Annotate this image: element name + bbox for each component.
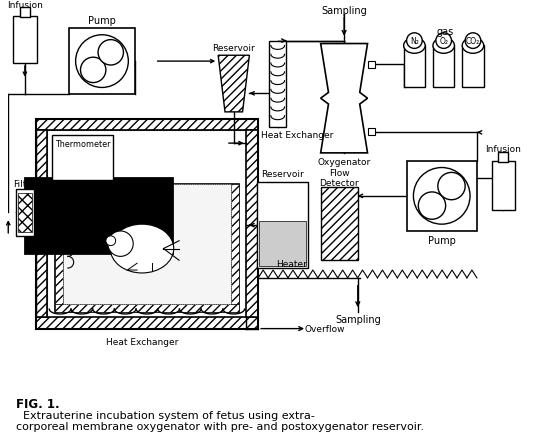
Text: N₂: N₂ bbox=[410, 37, 419, 46]
Bar bbox=[246, 131, 258, 317]
Text: Oxygenator: Oxygenator bbox=[317, 158, 371, 167]
Text: Filter: Filter bbox=[13, 179, 36, 188]
Circle shape bbox=[465, 34, 481, 49]
Circle shape bbox=[438, 173, 465, 200]
Text: Heater: Heater bbox=[276, 259, 307, 268]
Ellipse shape bbox=[433, 39, 454, 54]
Bar bbox=[52, 136, 113, 181]
Circle shape bbox=[436, 34, 452, 49]
Bar bbox=[47, 131, 246, 317]
Text: Reservoir: Reservoir bbox=[261, 170, 304, 178]
Bar bbox=[231, 185, 239, 304]
Bar bbox=[269, 42, 287, 127]
Bar bbox=[492, 161, 515, 210]
Text: Thermometer: Thermometer bbox=[54, 139, 110, 148]
Bar bbox=[16, 190, 34, 237]
Circle shape bbox=[106, 237, 116, 246]
Polygon shape bbox=[321, 44, 367, 154]
Text: Extrauterine incubation system of fetus using extra-
corporeal membrane oxygenat: Extrauterine incubation system of fetus … bbox=[16, 410, 424, 431]
Bar bbox=[259, 222, 306, 266]
Text: gas: gas bbox=[436, 27, 453, 37]
Bar bbox=[63, 185, 231, 304]
Bar bbox=[47, 131, 246, 317]
Bar bbox=[55, 304, 239, 312]
Circle shape bbox=[80, 58, 106, 83]
Bar bbox=[36, 120, 258, 131]
Bar bbox=[13, 17, 36, 64]
Bar bbox=[63, 185, 231, 304]
Text: CO₂: CO₂ bbox=[466, 37, 480, 46]
Text: Flow
Detector: Flow Detector bbox=[320, 168, 359, 187]
Text: Heat Exchanger: Heat Exchanger bbox=[261, 131, 333, 140]
Text: O₂: O₂ bbox=[439, 37, 448, 46]
Bar bbox=[367, 129, 375, 136]
Circle shape bbox=[414, 168, 470, 225]
Bar bbox=[69, 29, 135, 95]
Bar bbox=[55, 185, 239, 312]
Bar bbox=[36, 131, 47, 317]
Bar bbox=[20, 8, 30, 18]
Ellipse shape bbox=[110, 225, 174, 273]
Circle shape bbox=[108, 231, 133, 257]
Bar bbox=[498, 152, 508, 162]
Ellipse shape bbox=[462, 39, 483, 54]
Text: Reservoir: Reservoir bbox=[212, 44, 255, 53]
Text: Pump: Pump bbox=[88, 16, 116, 26]
Circle shape bbox=[419, 192, 446, 220]
Circle shape bbox=[98, 41, 123, 66]
Bar bbox=[433, 46, 454, 88]
Bar bbox=[367, 62, 375, 69]
Bar bbox=[36, 317, 258, 329]
Bar bbox=[404, 46, 425, 88]
Circle shape bbox=[75, 35, 128, 88]
Circle shape bbox=[406, 34, 422, 49]
Bar bbox=[406, 161, 477, 231]
Text: Sampling: Sampling bbox=[321, 6, 367, 16]
Bar bbox=[55, 185, 63, 304]
Bar bbox=[18, 194, 32, 233]
Text: Overflow: Overflow bbox=[304, 325, 345, 333]
Text: FIG. 1.: FIG. 1. bbox=[16, 397, 60, 410]
Ellipse shape bbox=[404, 39, 425, 54]
Text: Sampling: Sampling bbox=[335, 314, 381, 324]
Text: Pump: Pump bbox=[428, 235, 455, 245]
Bar bbox=[321, 187, 358, 261]
Text: Infusion: Infusion bbox=[7, 1, 43, 10]
Bar bbox=[462, 46, 483, 88]
Text: Heat Exchanger: Heat Exchanger bbox=[106, 337, 178, 346]
Bar bbox=[36, 120, 258, 329]
Text: Infusion: Infusion bbox=[485, 145, 521, 154]
Bar bbox=[257, 183, 308, 268]
Polygon shape bbox=[218, 56, 249, 113]
